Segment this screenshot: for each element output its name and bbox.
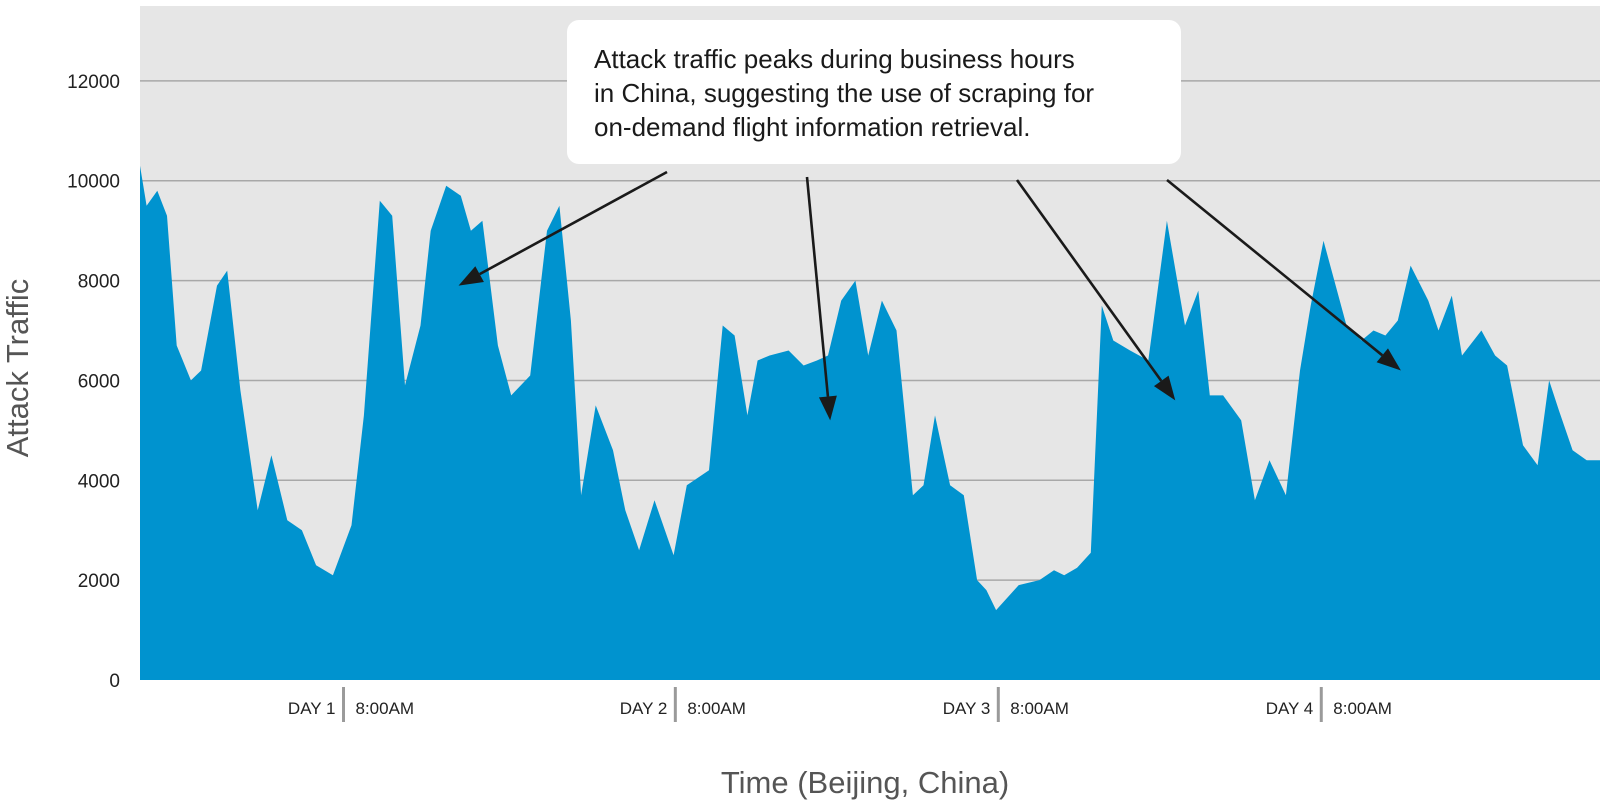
annotation-arrow [1015,179,1163,382]
day-label: DAY 3 [943,699,991,718]
annotation-arrow [805,176,830,397]
day-label: DAY 4 [1266,699,1314,718]
annotation-line: in China, suggesting the use of scraping… [594,78,1095,108]
day-label: DAY 2 [620,699,668,718]
annotation-line: Attack traffic peaks during business hou… [594,44,1075,74]
y-tick-label: 6000 [78,371,120,392]
time-label: 8:00AM [687,699,746,718]
y-tick-labels: 0 2000 4000 6000 8000 10000 12000 [67,72,120,692]
y-tick-label: 0 [109,671,120,692]
annotation-arrow [1166,178,1384,357]
annotation-arrows [458,170,1401,421]
annotation-line: on-demand flight information retrieval. [594,112,1031,142]
y-tick-label: 12000 [67,72,120,93]
y-tick-label: 10000 [67,172,120,193]
x-day-markers: DAY 1 8:00AM DAY 2 8:00AM DAY 3 8:00AM DAY 4 8:… [288,687,1392,722]
annotation-arrowhead [458,266,484,286]
annotation-arrowhead [818,395,837,421]
time-label: 8:00AM [356,699,415,718]
x-axis-title: Time (Beijing, China) [721,765,1009,800]
annotation-callout: Attack traffic peaks during business hou… [567,20,1181,164]
annotation-arrow [478,170,668,276]
y-tick-label: 4000 [78,471,120,492]
attack-traffic-area [140,165,1600,681]
y-tick-label: 2000 [78,571,120,592]
y-axis-title: Attack Traffic [0,279,35,458]
annotation-arrowhead [1376,348,1401,371]
annotation-text: Attack traffic peaks during business hou… [594,42,1157,144]
annotation-arrowhead [1153,375,1176,401]
y-tick-label: 8000 [78,272,120,293]
day-label: DAY 1 [288,699,336,718]
time-label: 8:00AM [1333,699,1392,718]
time-label: 8:00AM [1010,699,1069,718]
